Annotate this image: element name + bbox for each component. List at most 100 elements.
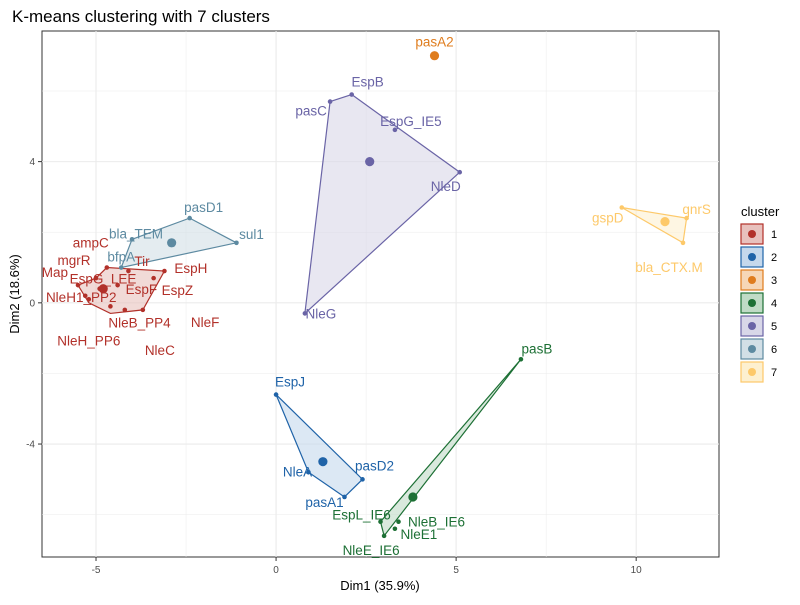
point-bla_CTX.M (680, 240, 686, 246)
label-mgrR: mgrR (58, 253, 91, 268)
label-EspZ: EspZ (162, 283, 194, 298)
label-pasD1: pasD1 (184, 200, 223, 215)
point-pasA1 (342, 494, 347, 500)
label-gspD: gspD (592, 211, 624, 226)
label-pasD2: pasD2 (355, 458, 394, 473)
grid-lines (42, 31, 719, 557)
legend-title: cluster (741, 204, 780, 219)
point-NleH1_PP2 (82, 293, 88, 299)
label-NleB_IE6: NleB_IE6 (408, 515, 465, 530)
cluster-hulls (77, 93, 688, 538)
point-pasD1 (187, 215, 192, 221)
label-NleD: NleD (431, 179, 461, 194)
chart-title: K-means clustering with 7 clusters (12, 7, 270, 26)
label-NleH1_PP2: NleH1_PP2 (46, 290, 117, 305)
point-sul1 (234, 240, 239, 246)
label-ampC: ampC (73, 236, 109, 251)
centroid-cluster-5 (365, 157, 375, 167)
point-NleB_PP4 (108, 304, 113, 309)
label-EspF: EspF (126, 282, 158, 297)
label-EspL_IE6: EspL_IE6 (332, 508, 391, 523)
point-EspB (349, 92, 354, 97)
point-EspL_IE6 (378, 519, 383, 524)
data-points (75, 51, 689, 539)
point-NleA (306, 469, 311, 475)
x-tick-label: 10 (631, 565, 643, 576)
legend-dot-6 (748, 345, 756, 353)
point-NleH_PP6 (86, 296, 92, 302)
label-NleH_PP6: NleH_PP6 (57, 333, 120, 348)
point-Tir (126, 268, 131, 274)
y-tick-label: 4 (29, 157, 35, 168)
y-axis-label: Dim2 (18.6%) (7, 254, 22, 333)
centroid-cluster-7 (660, 217, 670, 227)
label-pasB: pasB (522, 341, 553, 356)
point-NleE1 (392, 526, 398, 532)
point-mgrR (93, 275, 99, 281)
y-tick-label: 0 (29, 298, 35, 309)
x-tick-label: 0 (273, 565, 279, 576)
point-EspF (115, 282, 120, 288)
label-pasA1: pasA1 (305, 495, 343, 510)
point-pasC (327, 99, 333, 104)
legend-label-2: 2 (771, 252, 777, 264)
axes: -5 0 5 10 -4 0 4 (26, 157, 642, 576)
label-EspG_LEE: EspG_LEE (70, 272, 137, 287)
x-tick-label: -5 (92, 565, 101, 576)
point-EspJ (273, 392, 279, 397)
point-NleB_IE6 (396, 519, 401, 524)
point-ampC (104, 265, 110, 270)
label-NleA: NleA (283, 464, 312, 479)
label-Map: Map (42, 265, 68, 280)
x-tick-label: 5 (453, 565, 459, 576)
point-NleD (457, 169, 463, 175)
label-Tir: Tir (134, 254, 150, 269)
point-EspH (162, 268, 167, 274)
legend: cluster 1 2 3 4 5 6 7 (740, 204, 780, 383)
centroid-cluster-2 (318, 457, 328, 467)
x-axis-label: Dim1 (35.9%) (340, 578, 419, 593)
legend-label-6: 6 (771, 344, 777, 356)
label-NleC: NleC (145, 343, 175, 358)
label-NleG: NleG (305, 306, 336, 321)
legend-dot-4 (748, 299, 756, 307)
label-bfpA: bfpA (107, 250, 135, 265)
label-bla_TEM: bla_TEM (109, 226, 163, 241)
point-EspG_IE5 (392, 127, 398, 133)
centroid-cluster-4 (408, 492, 418, 502)
label-NleB_PP4: NleB_PP4 (108, 315, 171, 330)
label-NleE_IE6: NleE_IE6 (343, 543, 400, 558)
label-pasA2: pasA2 (415, 35, 453, 50)
legend-dot-3 (748, 276, 756, 284)
point-NleF (140, 307, 146, 313)
label-EspG_IE5: EspG_IE5 (380, 114, 442, 129)
point-bla_TEM (129, 236, 135, 242)
legend-label-4: 4 (771, 298, 777, 310)
point-pasD2 (360, 477, 365, 482)
label-pasC: pasC (295, 104, 327, 119)
point-NleG (302, 311, 308, 316)
label-NleE1: NleE1 (401, 527, 438, 542)
point-Map (75, 282, 81, 288)
label-EspH: EspH (174, 261, 207, 276)
legend-label-5: 5 (771, 321, 777, 333)
legend-dot-2 (748, 253, 756, 261)
label-EspJ: EspJ (275, 375, 305, 390)
legend-label-7: 7 (771, 367, 777, 379)
legend-dot-1 (748, 230, 756, 238)
centroid-cluster-1 (98, 284, 108, 294)
point-bfpA (118, 265, 124, 270)
legend-label-1: 1 (771, 229, 777, 241)
point-qnrS (684, 215, 689, 221)
label-EspB: EspB (352, 75, 384, 90)
legend-label-3: 3 (771, 275, 777, 287)
label-sul1: sul1 (239, 227, 264, 242)
legend-dot-5 (748, 322, 756, 330)
cluster-7-hull (621, 206, 688, 244)
label-qnrS: qnrS (682, 202, 711, 217)
point-NleC (122, 307, 128, 313)
cluster-4-hull (379, 358, 522, 538)
cluster-1-hull (77, 266, 166, 315)
